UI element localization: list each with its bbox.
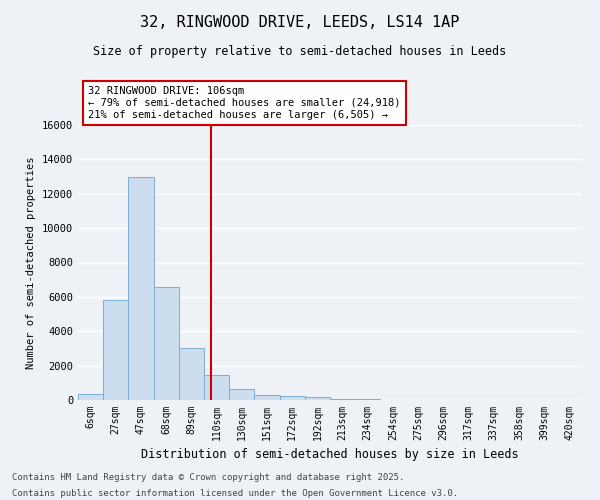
Bar [280,396,305,400]
Text: 32, RINGWOOD DRIVE, LEEDS, LS14 1AP: 32, RINGWOOD DRIVE, LEEDS, LS14 1AP [140,15,460,30]
Bar [204,375,229,400]
Bar [254,395,280,400]
Bar [78,394,103,400]
Bar [154,286,179,400]
X-axis label: Distribution of semi-detached houses by size in Leeds: Distribution of semi-detached houses by … [141,448,519,462]
Y-axis label: Number of semi-detached properties: Number of semi-detached properties [26,156,37,369]
Text: Contains HM Land Registry data © Crown copyright and database right 2025.: Contains HM Land Registry data © Crown c… [12,474,404,482]
Bar [305,398,330,400]
Bar [128,176,154,400]
Bar [103,300,128,400]
Bar [179,348,204,400]
Text: Contains public sector information licensed under the Open Government Licence v3: Contains public sector information licen… [12,488,458,498]
Text: Size of property relative to semi-detached houses in Leeds: Size of property relative to semi-detach… [94,45,506,58]
Bar [330,398,355,400]
Text: 32 RINGWOOD DRIVE: 106sqm
← 79% of semi-detached houses are smaller (24,918)
21%: 32 RINGWOOD DRIVE: 106sqm ← 79% of semi-… [88,86,401,120]
Bar [229,390,254,400]
